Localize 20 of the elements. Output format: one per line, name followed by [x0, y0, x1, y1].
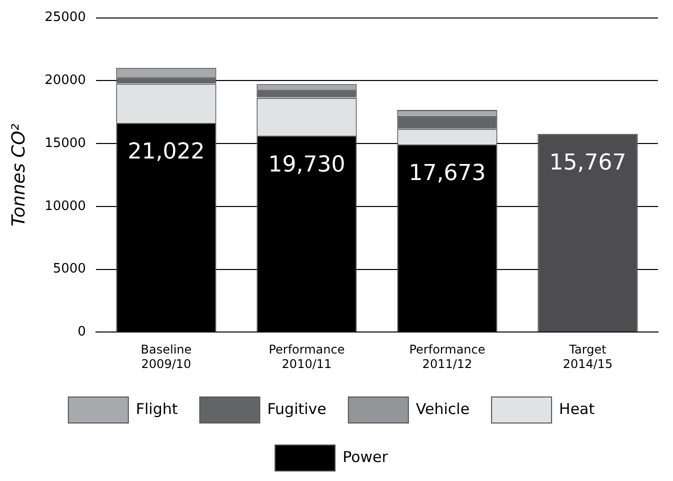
- y-tick-label: 0: [78, 324, 86, 340]
- legend-label: Power: [342, 448, 389, 466]
- legend-label: Vehicle: [416, 400, 470, 418]
- y-tick-label: 25000: [44, 10, 86, 26]
- legend-label: Flight: [136, 400, 178, 418]
- total-label: 15,767: [549, 150, 626, 176]
- x-tick-label: Performance 2010/11: [268, 342, 345, 371]
- y-tick-label: 10000: [44, 198, 86, 214]
- legend-label: Heat: [559, 400, 595, 418]
- y-tick-label: 5000: [52, 262, 86, 277]
- y-tick-label: 15000: [44, 136, 86, 151]
- total-label: 17,673: [408, 161, 486, 186]
- x-tick-label: Performance 2011/12: [409, 342, 486, 371]
- y-axis-title: Tonnes CO²: [8, 124, 30, 226]
- legend-label: Fugitive: [267, 400, 326, 418]
- x-tick-label: Baseline 2009/10: [140, 342, 192, 371]
- total-label: 19,730: [268, 152, 346, 178]
- x-tick-label: Target 2014/15: [562, 342, 613, 371]
- y-tick-label: 20000: [44, 73, 86, 88]
- total-label: 21,022: [128, 140, 205, 165]
